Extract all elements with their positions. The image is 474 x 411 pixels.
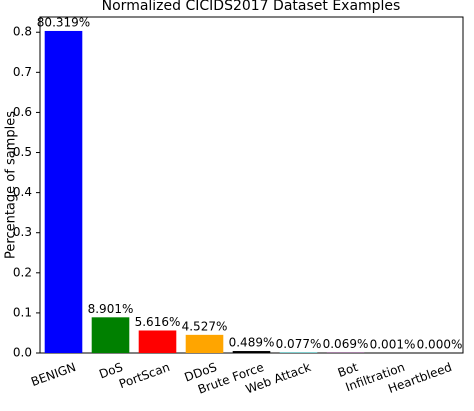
y-tick-label: 0.7 — [13, 65, 32, 79]
bar — [91, 317, 130, 353]
bar — [232, 351, 271, 353]
x-tick-label: Bot — [336, 360, 360, 380]
x-tick-label: BENIGN — [29, 360, 78, 389]
y-tick-label: 0.3 — [13, 225, 32, 239]
y-tick-label: 0.0 — [13, 346, 32, 360]
y-axis-label: Percentage of samples — [4, 111, 19, 259]
value-label: 0.001% — [370, 337, 416, 351]
y-tick-label: 0.4 — [13, 185, 32, 199]
y-tick-label: 0.5 — [13, 145, 32, 159]
bar — [44, 30, 83, 353]
y-tick-label: 0.6 — [13, 105, 32, 119]
value-label: 8.901% — [88, 302, 134, 316]
value-label: 80.319% — [37, 15, 90, 29]
value-label: 4.527% — [182, 319, 228, 333]
y-tick-label: 0.8 — [13, 25, 32, 39]
value-label: 0.489% — [229, 336, 275, 350]
y-tick-label: 0.1 — [13, 305, 32, 319]
bar — [138, 330, 177, 353]
value-label: 5.616% — [135, 315, 181, 329]
bar — [185, 334, 224, 353]
y-tick-label: 0.2 — [13, 265, 32, 279]
x-tick-label: PortScan — [117, 360, 172, 391]
value-label: 0.069% — [323, 337, 369, 351]
chart-title: Normalized CICIDS2017 Dataset Examples — [102, 0, 401, 14]
value-label: 0.077% — [276, 337, 322, 351]
value-label: 0.000% — [417, 338, 463, 352]
